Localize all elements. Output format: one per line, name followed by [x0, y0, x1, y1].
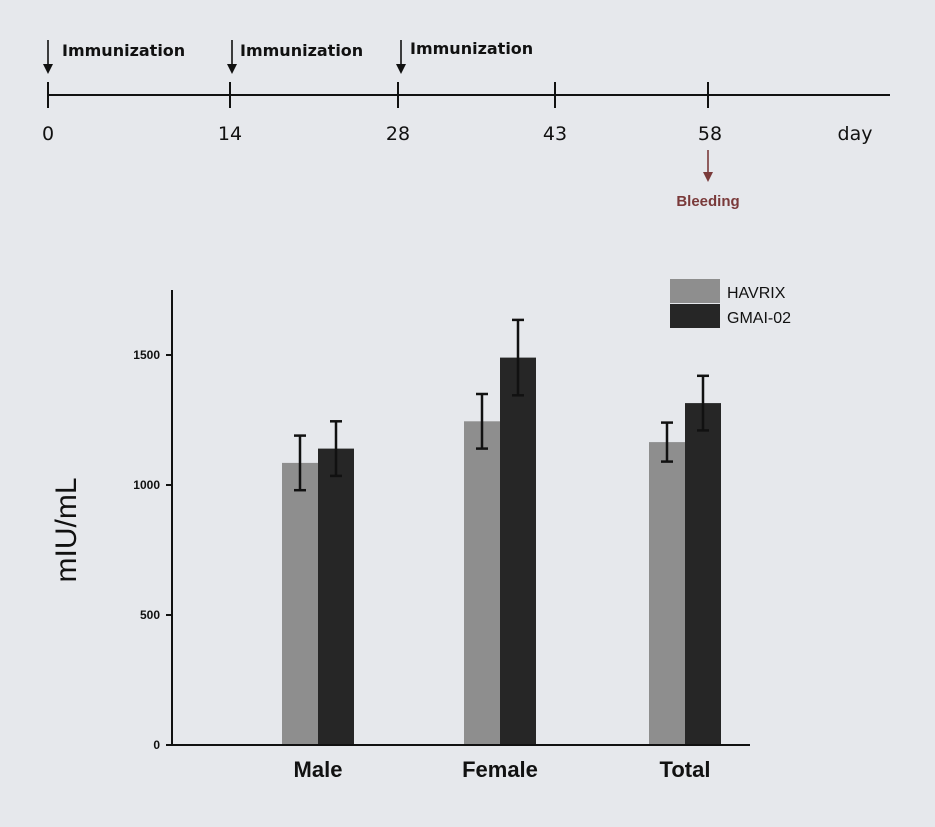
bars-layer — [282, 357, 721, 745]
y-tick-label: 1000 — [133, 478, 160, 492]
y-ticks: 0 500 1000 1500 — [133, 348, 172, 752]
error-bar — [476, 392, 488, 450]
x-category-label: Female — [462, 757, 538, 782]
timeline-tick-label: 28 — [386, 123, 410, 145]
error-bar — [661, 421, 673, 463]
immunization-label: Immunization — [62, 41, 185, 60]
bar-gmai-02-total — [685, 403, 721, 745]
timeline-tick-label: 14 — [218, 123, 242, 145]
legend-swatch-gmai-02 — [670, 304, 720, 328]
immunization-label: Immunization — [240, 41, 363, 60]
bleeding-label: Bleeding — [676, 193, 739, 210]
bar-chart: 0 500 1000 1500 Male Female Total mIU/mL HAVR… — [50, 279, 791, 782]
down-arrow-icon — [227, 40, 237, 74]
x-category-label: Total — [660, 757, 711, 782]
legend: HAVRIX GMAI-02 — [670, 279, 791, 328]
bar-havrix-female — [464, 421, 500, 745]
immunization-label: Immunization — [410, 39, 533, 58]
error-bars-layer — [294, 318, 709, 492]
bleeding-arrow-icon — [703, 150, 713, 182]
x-category-labels: Male Female Total — [294, 757, 711, 782]
error-bar — [697, 374, 709, 432]
error-bar — [512, 318, 524, 397]
immunization-timeline: Immunization Immunization Immunization 0… — [42, 39, 890, 210]
error-bar — [294, 434, 306, 492]
timeline-tick-label: 58 — [698, 123, 722, 145]
error-bar — [330, 420, 342, 478]
y-axis-label: mIU/mL — [50, 478, 83, 583]
y-tick-label: 1500 — [133, 348, 160, 362]
legend-label-gmai-02: GMAI-02 — [727, 310, 791, 327]
bar-gmai-02-male — [318, 448, 354, 745]
timeline-unit-label: day — [838, 123, 873, 145]
down-arrow-icon — [396, 40, 406, 74]
bar-havrix-total — [649, 442, 685, 745]
y-tick-label: 500 — [140, 608, 160, 622]
bar-havrix-male — [282, 462, 318, 745]
legend-label-havrix: HAVRIX — [727, 285, 786, 302]
y-tick-label: 0 — [153, 738, 160, 752]
timeline-tick-label: 0 — [42, 123, 54, 145]
bar-gmai-02-female — [500, 357, 536, 745]
down-arrow-icon — [43, 40, 53, 74]
timeline-tick-label: 43 — [543, 123, 567, 145]
x-category-label: Male — [294, 757, 343, 782]
legend-swatch-havrix — [670, 279, 720, 303]
